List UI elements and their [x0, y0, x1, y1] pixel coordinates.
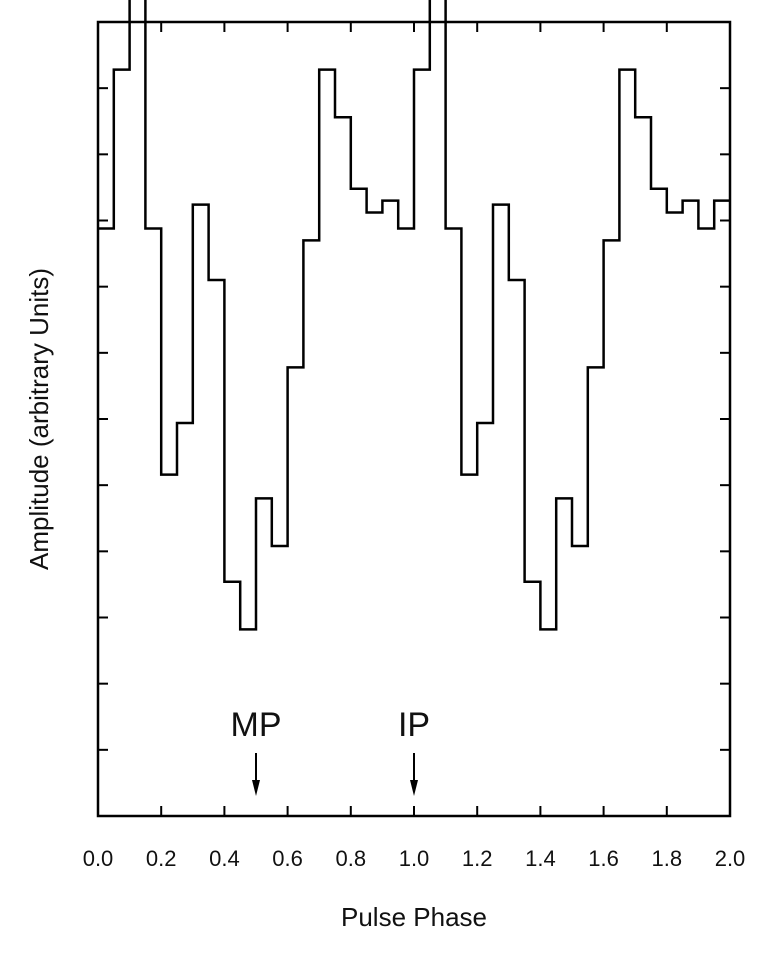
x-tick-label: 0.8	[336, 846, 367, 871]
x-tick-label: 0.4	[209, 846, 240, 871]
annotation-label-ip: IP	[398, 706, 430, 744]
x-tick-label: 1.8	[652, 846, 683, 871]
annotation-arrowhead-mp	[252, 780, 260, 796]
x-axis-title: Pulse Phase	[341, 902, 487, 932]
x-tick-label: 1.2	[462, 846, 493, 871]
annotation-label-mp: MP	[231, 706, 282, 744]
phase-annotations: MP IP	[231, 706, 430, 796]
y-axis-ticks	[98, 87, 730, 751]
x-tick-label: 2.0	[715, 846, 746, 871]
y-axis-title: Amplitude (arbitrary Units)	[24, 268, 54, 570]
x-tick-label: 0.2	[146, 846, 177, 871]
x-tick-label: 1.6	[588, 846, 619, 871]
x-tick-label: 1.0	[399, 846, 430, 871]
x-tick-label: 0.0	[83, 846, 114, 871]
x-tick-label: 0.6	[272, 846, 303, 871]
x-axis-ticks	[160, 22, 668, 816]
x-axis-tick-labels: 0.0 0.2 0.4 0.6 0.8 1.0 1.2 1.4 1.6 1.8 2.0	[83, 846, 746, 871]
x-tick-label: 1.4	[525, 846, 556, 871]
annotation-arrowhead-ip	[410, 780, 418, 796]
pulse-profile-series	[98, 0, 730, 631]
